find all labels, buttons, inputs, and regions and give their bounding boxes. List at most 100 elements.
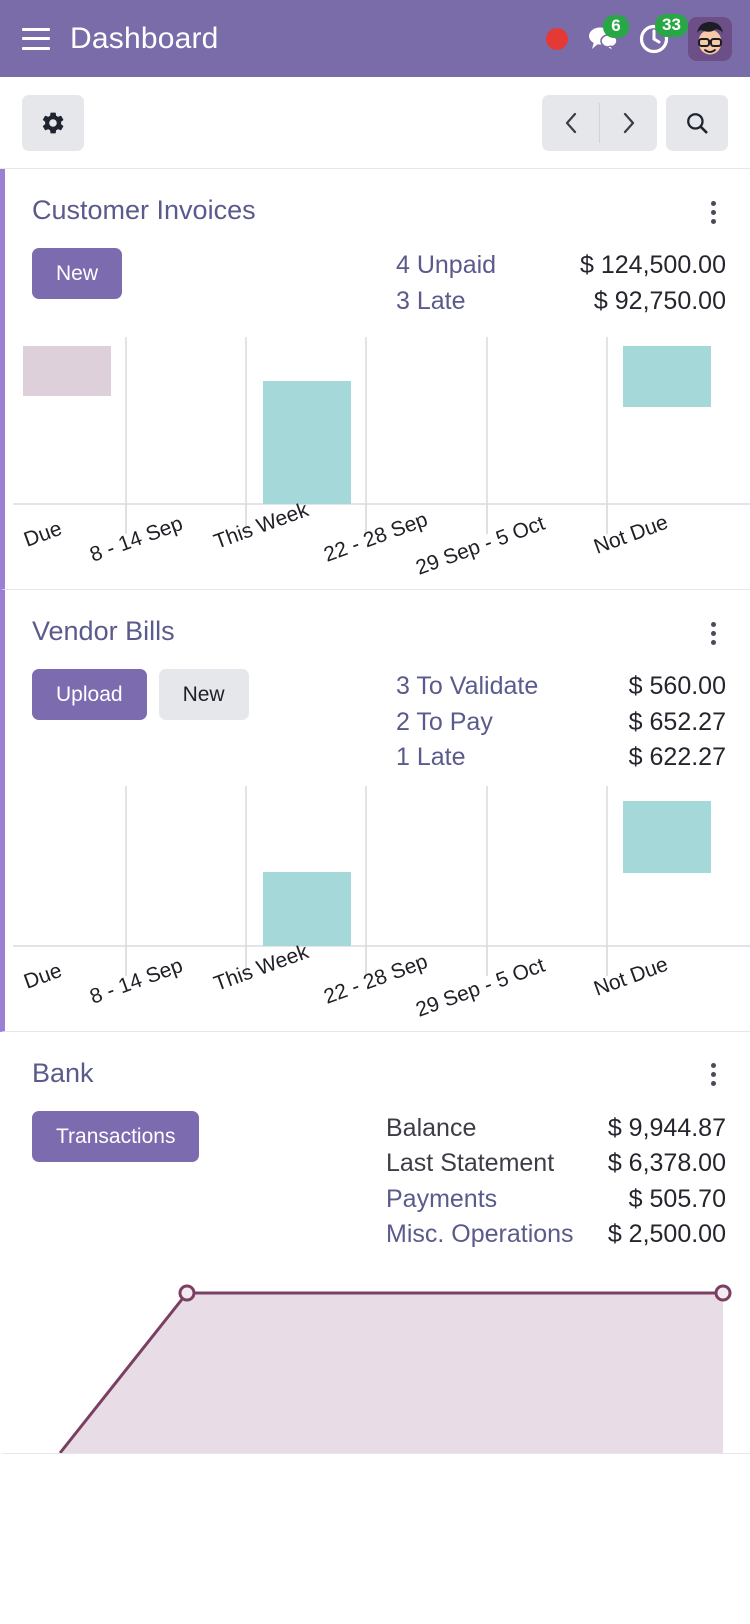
x-tick-label: 29 Sep - 5 Oct — [413, 953, 548, 1021]
card-title: Bank — [32, 1057, 94, 1088]
stat-value-unpaid: $ 124,500.00 — [580, 251, 726, 279]
activities-button[interactable]: 33 — [638, 13, 688, 55]
kebab-menu-icon[interactable] — [700, 616, 726, 646]
bar-this-week — [263, 381, 351, 504]
x-tick-label: Due — [21, 958, 65, 993]
messages-badge: 6 — [603, 14, 629, 38]
bill-stats: 3 To Validate $ 560.00 2 To Pay $ 652.27… — [396, 669, 726, 776]
bar-due — [23, 346, 111, 396]
data-point — [178, 1284, 196, 1301]
pager-previous-button[interactable] — [542, 95, 599, 151]
card-actions: Transactions — [32, 1110, 200, 1162]
card-header: Vendor Bills — [5, 590, 750, 647]
stat-label-late[interactable]: 3 Late — [396, 286, 466, 315]
stat-value-balance: $ 9,944.87 — [607, 1113, 726, 1142]
settings-button[interactable] — [22, 94, 84, 151]
stat-row: Balance $ 9,944.87 — [386, 1111, 726, 1147]
stat-label-unpaid[interactable]: 4 Unpaid — [396, 251, 497, 279]
stat-value-late: $ 622.27 — [628, 743, 726, 771]
stat-label-late[interactable]: 1 Late — [396, 743, 466, 771]
new-bill-button[interactable]: New — [158, 669, 249, 720]
user-avatar-icon — [688, 16, 732, 61]
bank-stats: Balance $ 9,944.87 Last Statement $ 6,37… — [386, 1111, 726, 1253]
stat-row: 2 To Pay $ 652.27 — [396, 705, 726, 741]
bar-this-week — [263, 871, 351, 946]
pager — [542, 94, 657, 151]
stat-label-to-validate[interactable]: 3 To Validate — [396, 672, 539, 700]
chevron-left-icon — [565, 112, 576, 133]
stat-value-to-pay: $ 652.27 — [628, 707, 726, 736]
card-actions: New — [32, 248, 123, 299]
card-body: New 4 Unpaid $ 124,500.00 3 Late $ 92,75… — [5, 226, 750, 319]
control-panel — [0, 77, 750, 169]
x-tick-label: This Week — [211, 940, 312, 996]
avatar[interactable] — [688, 16, 732, 61]
chart-vendor-bills[interactable]: Due 8 - 14 Sep This Week 22 - 28 Sep 29 … — [5, 776, 750, 1031]
aged-balance-bar-chart: Due 8 - 14 Sep This Week 22 - 28 Sep 29 … — [13, 337, 750, 580]
activities-badge: 33 — [655, 13, 688, 37]
top-navbar: Dashboard 6 33 — [0, 0, 750, 77]
card-title: Customer Invoices — [32, 195, 256, 225]
search-icon — [687, 112, 708, 134]
stat-value-to-validate: $ 560.00 — [628, 672, 726, 700]
gear-icon — [42, 112, 64, 133]
chart-bank-balance[interactable] — [5, 1253, 750, 1453]
stat-label-to-pay[interactable]: 2 To Pay — [396, 707, 493, 736]
chart-customer-invoices[interactable]: Due 8 - 14 Sep This Week 22 - 28 Sep 29 … — [5, 319, 750, 589]
navbar-left: Dashboard — [22, 22, 219, 56]
stat-label-balance: Balance — [386, 1113, 477, 1142]
stat-label-misc-operations[interactable]: Misc. Operations — [386, 1220, 574, 1248]
card-header: Bank — [5, 1032, 750, 1089]
stat-row: Misc. Operations $ 2,500.00 — [386, 1217, 726, 1253]
x-tick-label: This Week — [211, 498, 312, 554]
x-tick-label: 8 - 14 Sep — [87, 953, 186, 1008]
pager-next-button[interactable] — [600, 95, 657, 151]
stat-row: 3 Late $ 92,750.00 — [396, 284, 726, 320]
stat-value-last-statement: $ 6,378.00 — [607, 1149, 726, 1177]
stat-row: Payments $ 505.70 — [386, 1182, 726, 1218]
new-invoice-button[interactable]: New — [32, 248, 123, 299]
stat-value-late: $ 92,750.00 — [593, 286, 726, 315]
x-tick-label: 8 - 14 Sep — [87, 512, 186, 567]
stat-label-payments[interactable]: Payments — [386, 1184, 498, 1213]
invoice-stats: 4 Unpaid $ 124,500.00 3 Late $ 92,750.00 — [396, 248, 726, 319]
stat-row: 4 Unpaid $ 124,500.00 — [396, 248, 726, 284]
bar-not-due — [623, 346, 711, 407]
x-tick-label: 29 Sep - 5 Oct — [413, 512, 548, 580]
transactions-button[interactable]: Transactions — [32, 1110, 200, 1162]
chevron-right-icon — [623, 112, 634, 133]
x-tick-label: Not Due — [591, 511, 671, 559]
upload-bill-button[interactable]: Upload — [32, 669, 147, 720]
area-fill — [60, 1292, 723, 1453]
stat-value-payments: $ 505.70 — [628, 1184, 726, 1213]
clock-icon — [639, 24, 669, 53]
bank-balance-area-chart — [58, 1284, 732, 1453]
card-body: Upload New 3 To Validate $ 560.00 2 To P… — [5, 647, 750, 776]
card-bank: Bank Transactions Balance $ 9,944.87 Las… — [0, 1031, 750, 1454]
aged-balance-bar-chart: Due 8 - 14 Sep This Week 22 - 28 Sep 29 … — [13, 785, 750, 1021]
messages-button[interactable]: 6 — [586, 14, 629, 54]
control-panel-right — [542, 94, 728, 151]
card-header: Customer Invoices — [5, 169, 750, 226]
kebab-menu-icon[interactable] — [700, 1058, 726, 1088]
x-tick-label: Due — [21, 517, 65, 552]
navbar-right: 6 33 — [546, 13, 736, 61]
search-button[interactable] — [666, 94, 728, 151]
card-body: Transactions Balance $ 9,944.87 Last Sta… — [5, 1089, 750, 1253]
pager-divider — [599, 102, 600, 143]
stat-row: 3 To Validate $ 560.00 — [396, 669, 726, 705]
x-tick-label: Not Due — [591, 952, 671, 1000]
card-vendor-bills: Vendor Bills Upload New 3 To Validate $ … — [0, 590, 750, 1032]
bar-not-due — [623, 800, 711, 873]
data-point — [714, 1284, 732, 1301]
stat-row: 1 Late $ 622.27 — [396, 740, 726, 776]
page-title: Dashboard — [70, 21, 219, 55]
card-title: Vendor Bills — [32, 616, 175, 646]
card-customer-invoices: Customer Invoices New 4 Unpaid $ 124,500… — [0, 169, 750, 590]
stat-value-misc-operations: $ 2,500.00 — [607, 1220, 726, 1248]
stat-row: Last Statement $ 6,378.00 — [386, 1146, 726, 1182]
card-actions: Upload New — [32, 669, 249, 720]
hamburger-icon[interactable] — [22, 27, 50, 50]
record-dot-icon[interactable] — [546, 27, 568, 50]
kebab-menu-icon[interactable] — [700, 195, 726, 225]
